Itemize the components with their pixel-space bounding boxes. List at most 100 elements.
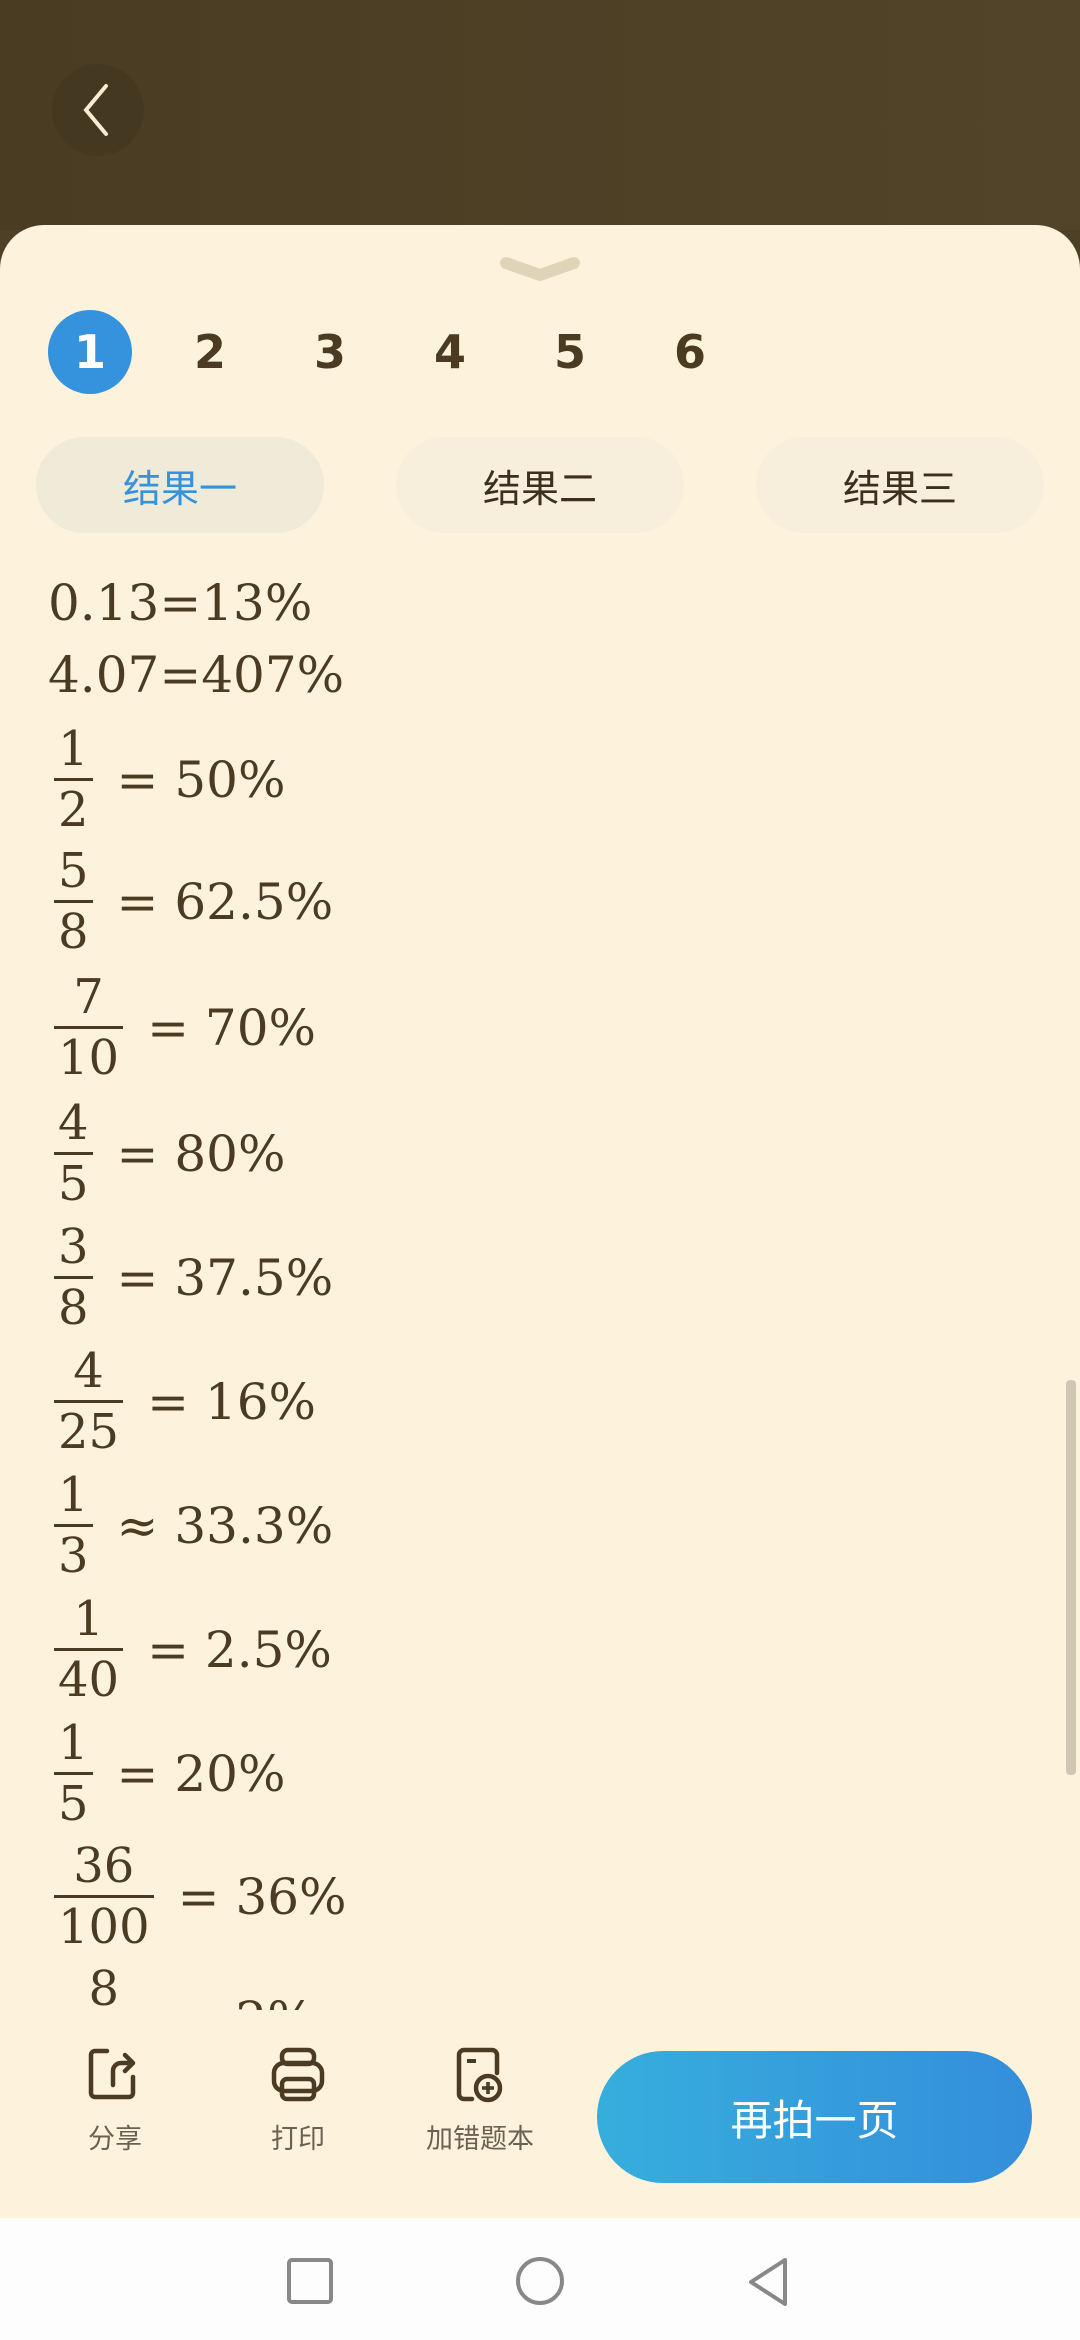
numerator: 7 xyxy=(73,969,104,1025)
results-list: 0.13 = 13% 4.07 = 407% 1 2 = 50% 5 8 = 62.5% 7 10… xyxy=(48,570,1048,2010)
result-sheet xyxy=(0,225,1080,2225)
result-row: 36 100 = 36% xyxy=(48,1837,347,1956)
result-expression: = 80% xyxy=(117,1125,286,1183)
recent-apps-icon[interactable] xyxy=(285,2256,335,2306)
relation: = xyxy=(177,1867,220,1926)
fraction-bar xyxy=(54,900,93,903)
result-expression: ≈ 33.3% xyxy=(117,1497,334,1555)
page-number-6[interactable]: 6 xyxy=(673,325,706,379)
fraction-bar xyxy=(54,1895,154,1898)
share-label: 分享 xyxy=(88,2124,142,2155)
result-expression: = 50% xyxy=(117,751,286,809)
relation: = xyxy=(159,574,202,632)
bottom-actions: 分享 打印 加错题本 xyxy=(0,2015,1080,2220)
retake-page-button[interactable]: 再拍一页 xyxy=(597,2051,1032,2183)
denominator: 5 xyxy=(58,1776,89,1832)
percent-value: 70% xyxy=(204,998,317,1057)
page-number-1[interactable]: 1 xyxy=(48,310,132,394)
numerator: 8 xyxy=(88,1961,120,2010)
fraction-bar xyxy=(54,778,93,781)
result-expression: = 62.5% xyxy=(117,873,334,931)
numerator: 4 xyxy=(73,1343,104,1399)
numerator: 3 xyxy=(58,1219,89,1275)
home-icon[interactable] xyxy=(513,2256,567,2310)
relation: = xyxy=(178,1991,220,2011)
relation: = xyxy=(159,646,202,704)
fraction-bar xyxy=(54,1276,93,1279)
result-row: 5 8 = 62.5% xyxy=(48,842,333,961)
result-expression: = 16% xyxy=(147,1373,316,1431)
relation: = xyxy=(116,1124,159,1183)
numerator: 5 xyxy=(58,843,89,899)
percent-value: 20% xyxy=(174,1744,286,1803)
page-number-4[interactable]: 4 xyxy=(433,325,466,379)
relation: = xyxy=(147,1372,189,1431)
numerator: 4 xyxy=(58,1095,89,1151)
result-row: 8400 = 2% xyxy=(48,1960,315,2010)
relation: = xyxy=(147,1620,189,1679)
page-number-2[interactable]: 2 xyxy=(193,325,226,379)
percent-value: 37.5% xyxy=(174,1248,334,1307)
page-selector: 1 2 3 4 5 6 xyxy=(48,310,768,394)
denominator: 10 xyxy=(58,1030,120,1086)
tab-result-1[interactable]: 结果一 xyxy=(36,437,324,533)
result-expression: = 70% xyxy=(147,999,316,1057)
tab-result-3[interactable]: 结果三 xyxy=(756,437,1044,533)
denominator: 25 xyxy=(58,1404,120,1460)
result-tabs: 结果一 结果二 结果三 xyxy=(36,437,1044,533)
denominator: 8 xyxy=(58,1280,89,1336)
percent-value: 36% xyxy=(235,1867,347,1926)
numerator: 36 xyxy=(73,1838,135,1894)
relation: = xyxy=(147,998,189,1057)
result-row: 7 10 = 70% xyxy=(48,968,316,1087)
relation: = xyxy=(116,872,159,931)
relation: = xyxy=(116,1744,159,1803)
fraction-bar xyxy=(54,1026,124,1029)
denominator: 2 xyxy=(58,782,89,838)
result-row: 1 40 = 2.5% xyxy=(48,1590,332,1709)
add-mistake-book-button[interactable]: 加错题本 xyxy=(410,2045,550,2156)
denominator: 3 xyxy=(58,1528,89,1584)
relation: = xyxy=(116,750,159,809)
scrollbar[interactable] xyxy=(1066,1380,1076,1775)
back-nav-icon[interactable] xyxy=(745,2256,795,2310)
page-number-3[interactable]: 3 xyxy=(313,325,346,379)
back-button[interactable] xyxy=(52,64,144,156)
percent-value: 16% xyxy=(204,1372,317,1431)
fraction-bar xyxy=(54,1400,124,1403)
tab-result-2[interactable]: 结果二 xyxy=(396,437,684,533)
result-row: 1 2 = 50% xyxy=(48,720,286,839)
percent-value: 80% xyxy=(174,1124,286,1183)
fraction: 1 40 xyxy=(54,1590,124,1709)
numerator: 1 xyxy=(58,1715,89,1771)
percent-value: 13% xyxy=(201,574,313,632)
percent-value: 50% xyxy=(174,750,286,809)
print-button[interactable]: 打印 xyxy=(228,2045,368,2156)
result-expression: = 2.5% xyxy=(147,1621,332,1679)
fraction: 36 100 xyxy=(54,1837,154,1956)
fraction-bar xyxy=(54,1524,93,1527)
denominator: 8 xyxy=(58,904,89,960)
system-nav-bar xyxy=(0,2218,1080,2340)
fraction-bar xyxy=(54,1152,93,1155)
decimal-value: 4.07 xyxy=(48,646,160,704)
header xyxy=(0,0,1080,230)
chevron-down-icon[interactable] xyxy=(500,255,580,285)
decimal-value: 0.13 xyxy=(48,574,160,632)
page-number-5[interactable]: 5 xyxy=(553,325,586,379)
relation: ≈ xyxy=(116,1496,159,1555)
printer-icon xyxy=(271,2047,325,2102)
result-row: 4.07 = 407% xyxy=(48,646,344,704)
percent-value: 407% xyxy=(201,646,345,704)
share-button[interactable]: 分享 xyxy=(45,2045,185,2156)
fraction: 4 25 xyxy=(54,1342,124,1461)
percent-value: 2.5% xyxy=(204,1620,332,1679)
result-row: 0.13 = 13% xyxy=(48,574,312,632)
result-row: 1 5 = 20% xyxy=(48,1714,286,1833)
